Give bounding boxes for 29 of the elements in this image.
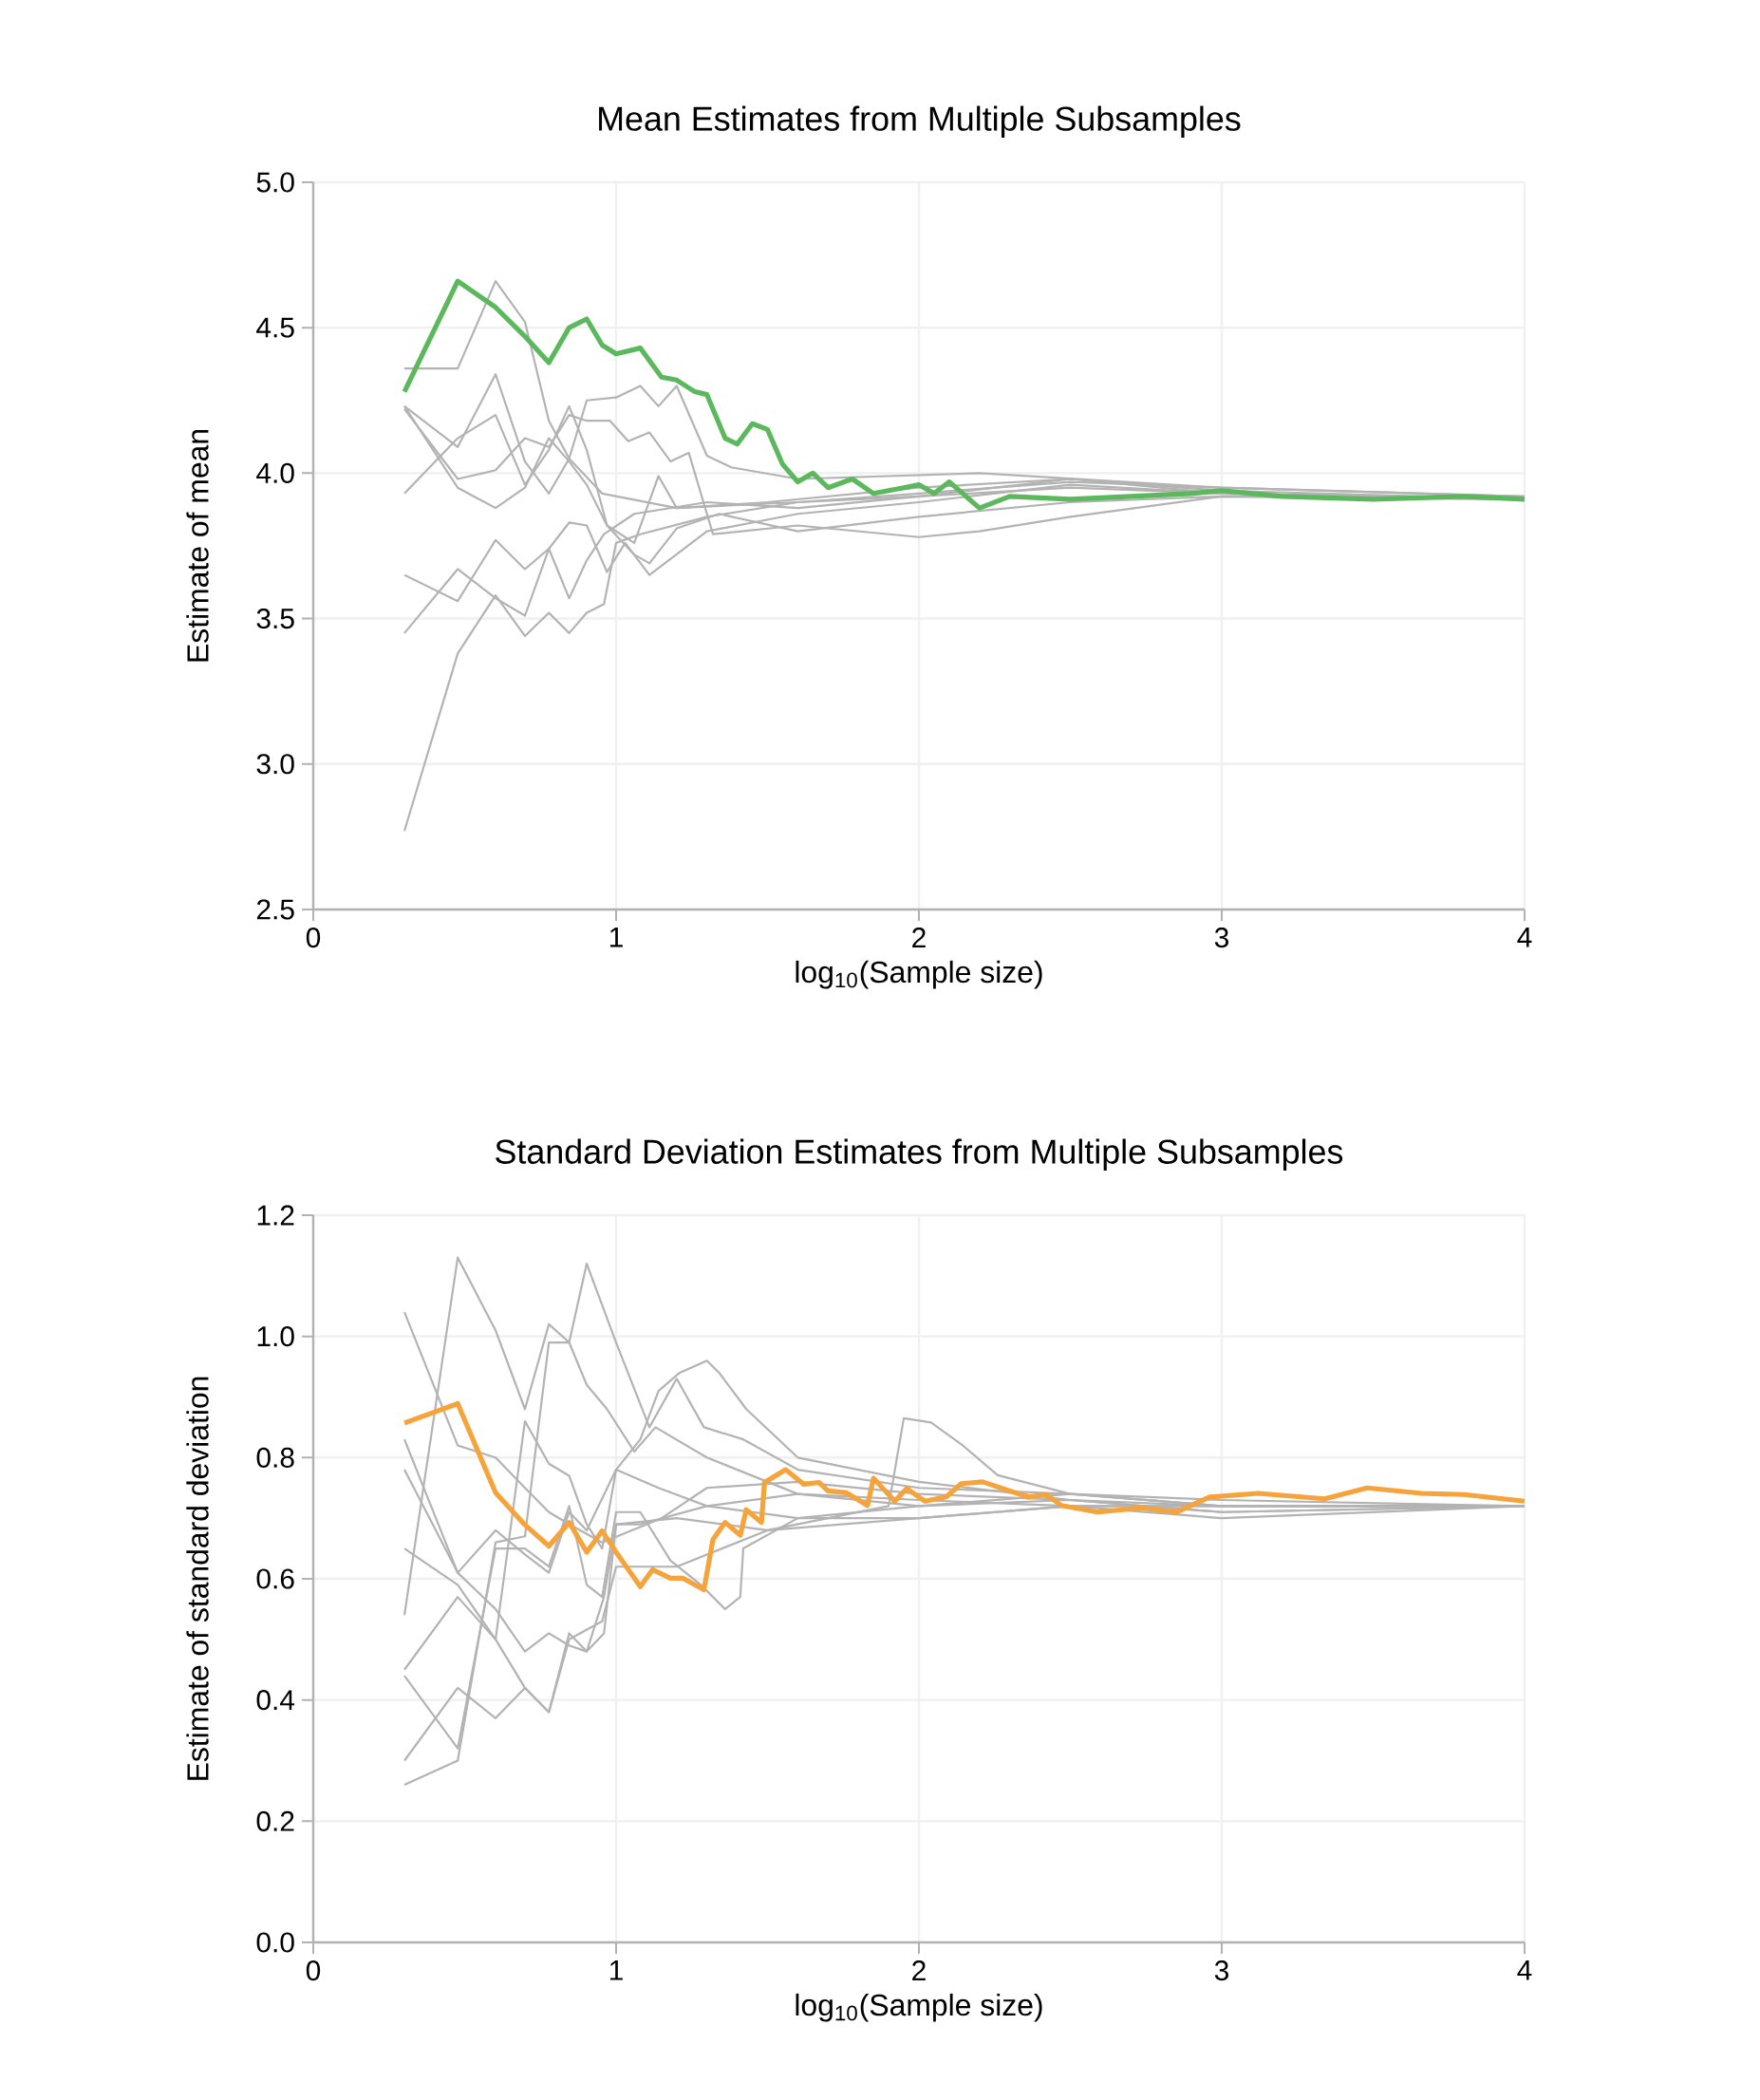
y-tick-label: 4.5 bbox=[256, 317, 294, 338]
x-tick-label: 2 bbox=[912, 928, 926, 947]
x-tick-label: 4 bbox=[1517, 928, 1532, 947]
x-axis-title: log$_{10}$(Sample size) bbox=[796, 1993, 1042, 2022]
y-tick-label: 0.0 bbox=[256, 1932, 294, 1953]
x-tick-label: 1 bbox=[609, 1960, 623, 1980]
chart-title: Mean Estimates from Multiple Subsamples bbox=[599, 105, 1241, 138]
y-tick-label: 5.0 bbox=[256, 172, 294, 193]
y-tick-label: 3.5 bbox=[256, 608, 294, 629]
y-tick-label: 0.8 bbox=[256, 1447, 294, 1468]
y-axis-title: Estimate of mean bbox=[186, 430, 209, 662]
y-tick-label: 1.0 bbox=[257, 1326, 294, 1347]
x-tick-label: 3 bbox=[1214, 928, 1229, 948]
y-tick-label: 0.2 bbox=[256, 1810, 294, 1831]
y-tick-label: 3.0 bbox=[256, 754, 294, 775]
x-tick-label: 3 bbox=[1214, 1960, 1229, 1981]
x-tick-label: 1 bbox=[609, 928, 623, 947]
x-tick-label: 0 bbox=[306, 928, 321, 948]
x-tick-label: 2 bbox=[912, 1960, 926, 1980]
y-tick-label: 2.5 bbox=[256, 899, 294, 920]
y-axis-title: Estimate of standard deviation bbox=[186, 1377, 209, 1780]
y-tick-label: 1.2 bbox=[257, 1205, 294, 1226]
x-tick-label: 4 bbox=[1517, 1960, 1532, 1980]
x-tick-label: 0 bbox=[306, 1960, 321, 1981]
x-axis-title: log$_{10}$(Sample size) bbox=[796, 960, 1042, 989]
chart-title: Standard Deviation Estimates from Multiple Subsamples bbox=[496, 1138, 1343, 1171]
y-tick-label: 0.6 bbox=[256, 1568, 294, 1589]
y-tick-label: 0.4 bbox=[256, 1690, 295, 1711]
y-tick-label: 4.0 bbox=[256, 462, 294, 483]
